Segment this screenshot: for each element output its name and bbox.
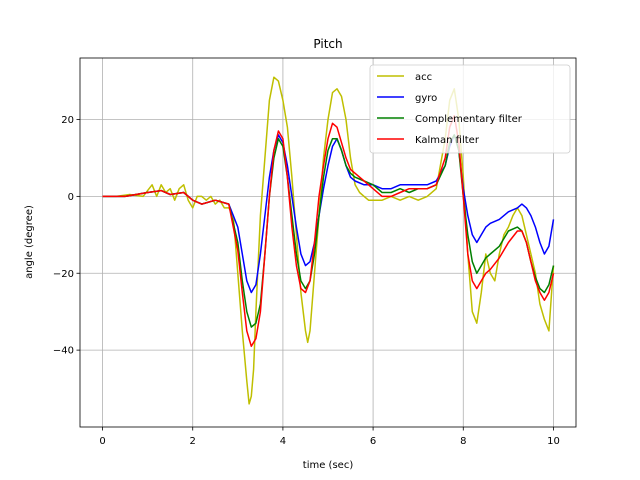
- y-tick-label: −20: [53, 269, 74, 280]
- y-tick-label: −40: [53, 346, 74, 357]
- axis-ticks: 0 2 4 6 8 10 −40 −20 0 20: [53, 115, 560, 447]
- x-tick-label: 2: [190, 436, 196, 447]
- plot-frame: [79, 57, 577, 428]
- x-tick-label: 4: [280, 436, 286, 447]
- legend-label: Complementary filter: [415, 114, 523, 125]
- legend-label: Kalman filter: [415, 135, 480, 146]
- y-axis-label: angle (degree): [24, 205, 35, 279]
- plot-area: [102, 76, 555, 405]
- chart-title: Pitch: [313, 37, 342, 51]
- x-tick-label: 8: [460, 436, 466, 447]
- legend-label: acc: [415, 72, 432, 83]
- series-line-complementary-filter: [102, 134, 555, 328]
- legend-label: gyro: [415, 93, 437, 104]
- legend-box: [369, 64, 571, 154]
- y-tick-label: 20: [61, 115, 74, 126]
- series-line-kalman-filter: [102, 114, 555, 348]
- legend: acc gyro Complementary filter Kalman filter: [369, 64, 571, 154]
- x-tick-label: 10: [547, 436, 560, 447]
- y-tick-label: 0: [68, 192, 74, 203]
- x-axis-label: time (sec): [303, 460, 354, 471]
- x-tick-label: 6: [370, 436, 376, 447]
- x-tick-label: 0: [99, 436, 105, 447]
